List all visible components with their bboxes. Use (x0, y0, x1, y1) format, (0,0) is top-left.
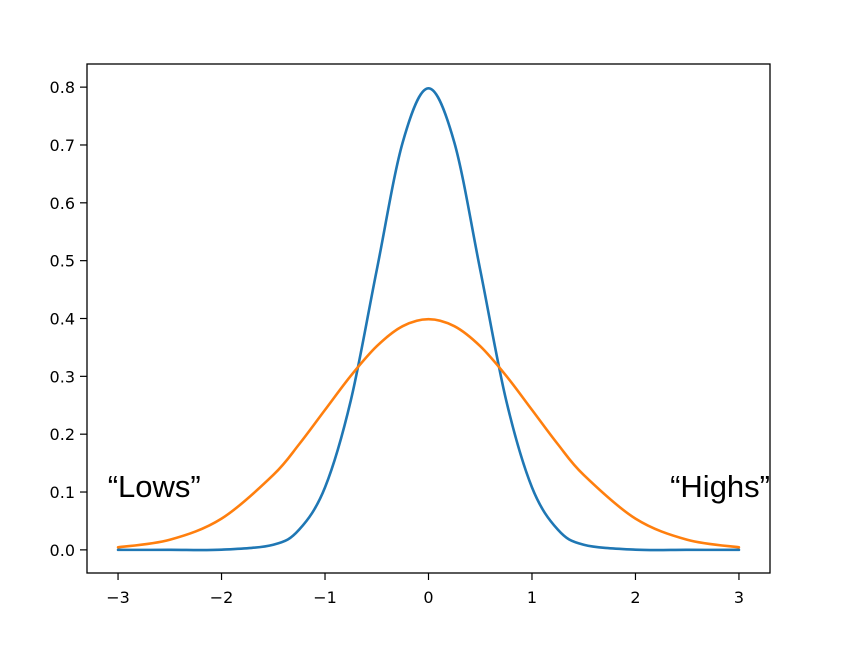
x-tick-label: −1 (313, 588, 337, 607)
y-tick-label: 0.5 (50, 252, 75, 271)
annotation-highs: “Highs” (670, 469, 770, 504)
y-tick-label: 0.6 (50, 194, 75, 213)
x-tick-label: 1 (527, 588, 537, 607)
y-tick-label: 0.4 (50, 310, 75, 329)
x-tick-label: 0 (423, 588, 433, 607)
y-tick-label: 0.0 (50, 541, 75, 560)
x-tick-label: 2 (630, 588, 640, 607)
annotation-lows: “Lows” (108, 469, 201, 504)
y-tick-label: 0.2 (50, 425, 75, 444)
y-tick-label: 0.7 (50, 136, 75, 155)
x-tick-label: −2 (210, 588, 234, 607)
series-line-2 (116, 317, 741, 549)
series-line-1 (116, 87, 741, 552)
y-tick-label: 0.8 (50, 78, 75, 97)
x-tick-label: 3 (734, 588, 744, 607)
y-tick-label: 0.3 (50, 367, 75, 386)
y-tick-label: 0.1 (50, 483, 75, 502)
x-tick-label: −3 (106, 588, 130, 607)
